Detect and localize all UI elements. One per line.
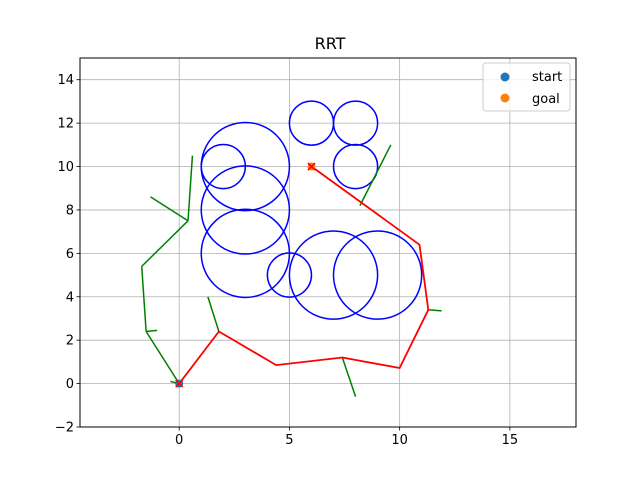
x-tick-label: 0 bbox=[175, 433, 183, 448]
tree-edge bbox=[207, 296, 220, 332]
obstacle-circle bbox=[332, 230, 423, 320]
legend-label-goal: goal bbox=[532, 92, 560, 107]
x-tick-label: 15 bbox=[502, 433, 519, 448]
obstacle-circle bbox=[288, 230, 379, 320]
chart-title: RRT bbox=[315, 34, 346, 53]
tree-edge bbox=[146, 329, 158, 333]
tree-edge bbox=[140, 266, 147, 332]
tree-edge bbox=[341, 357, 357, 397]
y-tick-label: 0 bbox=[66, 377, 74, 392]
y-tick-label: −2 bbox=[55, 421, 74, 436]
y-tick-label: 4 bbox=[66, 290, 74, 305]
x-marker bbox=[307, 162, 316, 171]
plot-frame bbox=[79, 57, 577, 428]
obstacle-circle bbox=[200, 143, 247, 190]
tree-edge bbox=[141, 220, 189, 267]
y-tick-label: 14 bbox=[57, 73, 74, 88]
legend-marker-goal bbox=[500, 93, 510, 103]
y-tick-label: 2 bbox=[66, 334, 74, 349]
axis-ticks: 0 5 10 15 −2 0 2 4 6 8 10 12 14 bbox=[55, 73, 518, 448]
y-tick-label: 10 bbox=[57, 160, 74, 175]
y-tick-label: 6 bbox=[66, 247, 74, 262]
tree-edge bbox=[359, 144, 392, 206]
legend: start goal bbox=[482, 62, 571, 112]
path-line bbox=[178, 165, 430, 385]
plot-area bbox=[140, 100, 442, 397]
tree-edge bbox=[428, 309, 442, 312]
legend-marker-start bbox=[500, 72, 510, 82]
y-tick-label: 8 bbox=[66, 203, 74, 218]
legend-label-start: start bbox=[532, 70, 562, 85]
obstacle-circle bbox=[332, 100, 379, 146]
x-tick-label: 10 bbox=[391, 433, 408, 448]
y-tick-label: 12 bbox=[57, 117, 74, 132]
grid-lines bbox=[80, 58, 576, 428]
obstacle-circle bbox=[200, 208, 291, 299]
tree-edge bbox=[187, 155, 194, 221]
tree-edge bbox=[145, 331, 180, 384]
x-tick-label: 5 bbox=[285, 433, 293, 448]
x-marker bbox=[175, 379, 184, 388]
tree-edge bbox=[150, 196, 189, 222]
